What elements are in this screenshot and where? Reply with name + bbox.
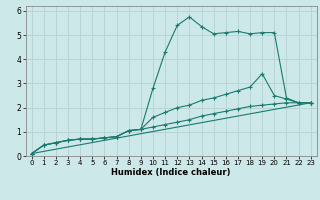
X-axis label: Humidex (Indice chaleur): Humidex (Indice chaleur) <box>111 168 231 177</box>
